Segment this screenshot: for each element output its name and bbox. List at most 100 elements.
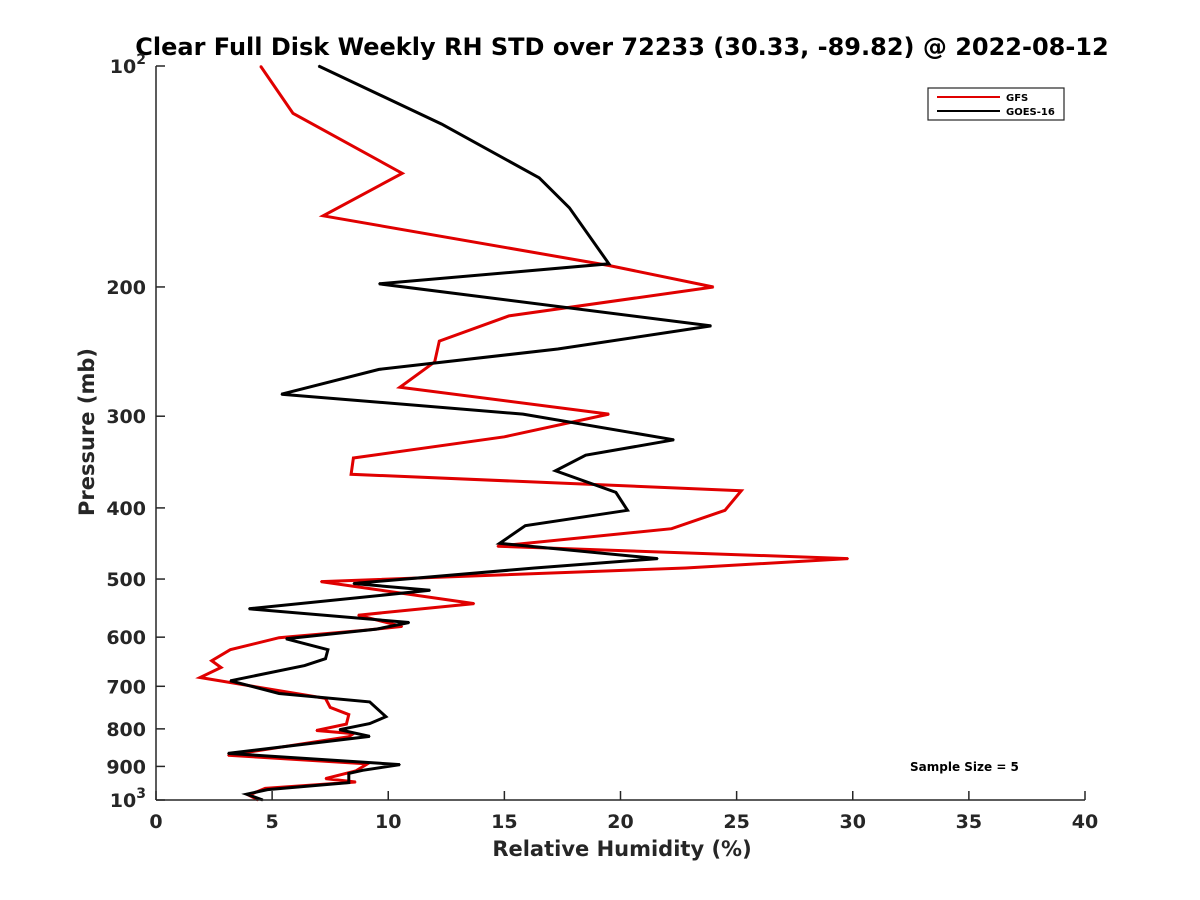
data-point-goes-16 [538, 177, 540, 179]
data-point-gfs [399, 386, 401, 389]
chart-title: Clear Full Disk Weekly RH STD over 72233… [135, 33, 1108, 61]
x-tick-label: 35 [956, 811, 982, 833]
y-tick-label-base: 10 [110, 56, 136, 78]
y-tick-label-exponent: 2 [136, 52, 146, 68]
data-point-gfs [324, 777, 327, 780]
data-point-goes-16 [656, 557, 659, 560]
x-tick-label: 0 [149, 811, 162, 833]
data-point-gfs [712, 286, 715, 288]
y-tick-label: 102 [110, 52, 146, 78]
series-layer [195, 64, 849, 802]
x-tick-label: 25 [723, 811, 749, 833]
data-point-goes-16 [368, 735, 371, 738]
data-point-goes-16 [378, 368, 380, 371]
legend: GFS GOES-16 [927, 87, 1065, 121]
data-point-goes-16 [368, 722, 371, 725]
data-point-gfs [350, 473, 352, 476]
x-tick-label: 40 [1072, 811, 1098, 833]
data-point-gfs [320, 580, 322, 583]
data-point-goes-16 [408, 621, 411, 624]
y-tick-label: 103 [110, 786, 146, 812]
data-point-gfs [438, 340, 441, 342]
data-point-goes-16 [227, 752, 229, 755]
data-point-goes-16 [375, 628, 378, 630]
data-point-goes-16 [361, 769, 364, 772]
x-tick-label: 5 [266, 811, 279, 833]
data-point-goes-16 [324, 657, 327, 660]
y-tick-label: 800 [106, 719, 146, 741]
data-point-gfs [354, 781, 357, 783]
data-point-gfs [292, 112, 294, 115]
data-point-gfs [670, 527, 673, 530]
data-point-gfs [322, 215, 325, 217]
series-line-goes-16 [227, 64, 712, 802]
data-point-gfs [473, 602, 476, 605]
data-point-gfs [847, 557, 849, 560]
data-point-goes-16 [245, 793, 248, 795]
data-point-gfs [220, 666, 222, 669]
data-point-goes-16 [498, 542, 501, 545]
data-point-goes-16 [368, 701, 371, 703]
y-tick-label: 200 [106, 277, 146, 299]
data-point-goes-16 [626, 509, 629, 512]
data-point-goes-16 [615, 491, 617, 494]
x-tick-label: 15 [491, 811, 517, 833]
data-point-goes-16 [348, 781, 350, 784]
x-tick-label: 10 [375, 811, 401, 833]
y-tick-label: 500 [106, 569, 146, 591]
data-point-goes-16 [280, 393, 283, 396]
data-point-goes-16 [385, 715, 387, 718]
data-point-goes-16 [248, 608, 250, 610]
data-point-gfs [229, 648, 232, 651]
data-point-gfs [401, 625, 404, 628]
data-point-goes-16 [608, 263, 610, 265]
data-point-goes-16 [524, 524, 527, 527]
y-tick-label: 600 [106, 627, 146, 649]
data-point-goes-16 [285, 638, 287, 640]
data-point-goes-16 [673, 439, 675, 441]
data-point-goes-16 [557, 348, 559, 350]
y-tick-label: 900 [106, 756, 146, 778]
data-point-goes-16 [303, 664, 306, 667]
data-point-goes-16 [278, 692, 280, 695]
data-point-gfs [348, 735, 350, 738]
x-ticks: 0 5 10 15 20 25 30 35 40 [149, 791, 1098, 833]
data-point-gfs [199, 676, 201, 679]
y-tick-label: 700 [106, 676, 146, 698]
data-point-gfs [740, 489, 743, 492]
data-point-gfs [496, 545, 499, 547]
data-point-goes-16 [338, 728, 341, 731]
data-point-goes-16 [522, 413, 524, 415]
data-point-goes-16 [554, 470, 557, 472]
data-point-gfs [608, 413, 610, 415]
plot-area: 0 5 10 15 20 25 30 35 40 10220030040050060070080… [106, 52, 1098, 833]
data-point-goes-16 [533, 567, 536, 569]
legend-box [927, 87, 1065, 121]
data-point-gfs [724, 509, 726, 512]
data-point-gfs [352, 457, 355, 459]
data-point-gfs [401, 172, 404, 175]
legend-label-goes16: GOES-16 [1006, 107, 1055, 118]
data-point-gfs [345, 723, 348, 725]
data-point-gfs [503, 436, 506, 438]
data-point-gfs [329, 706, 332, 709]
data-point-goes-16 [348, 772, 350, 775]
data-point-gfs [259, 65, 262, 67]
y-tick-label: 400 [106, 498, 146, 520]
data-point-gfs [315, 729, 318, 732]
data-point-goes-16 [229, 680, 232, 682]
sample-size-annotation: Sample Size = 5 [910, 760, 1019, 774]
legend-label-gfs: GFS [1006, 93, 1028, 104]
data-point-goes-16 [327, 648, 329, 651]
data-point-goes-16 [352, 582, 355, 585]
data-point-goes-16 [568, 207, 571, 209]
y-axis-label: Pressure (mb) [75, 348, 99, 516]
data-point-goes-16 [399, 763, 401, 766]
data-point-goes-16 [429, 589, 431, 592]
x-tick-label: 20 [607, 811, 633, 833]
data-point-goes-16 [584, 454, 587, 457]
data-point-gfs [210, 659, 213, 662]
